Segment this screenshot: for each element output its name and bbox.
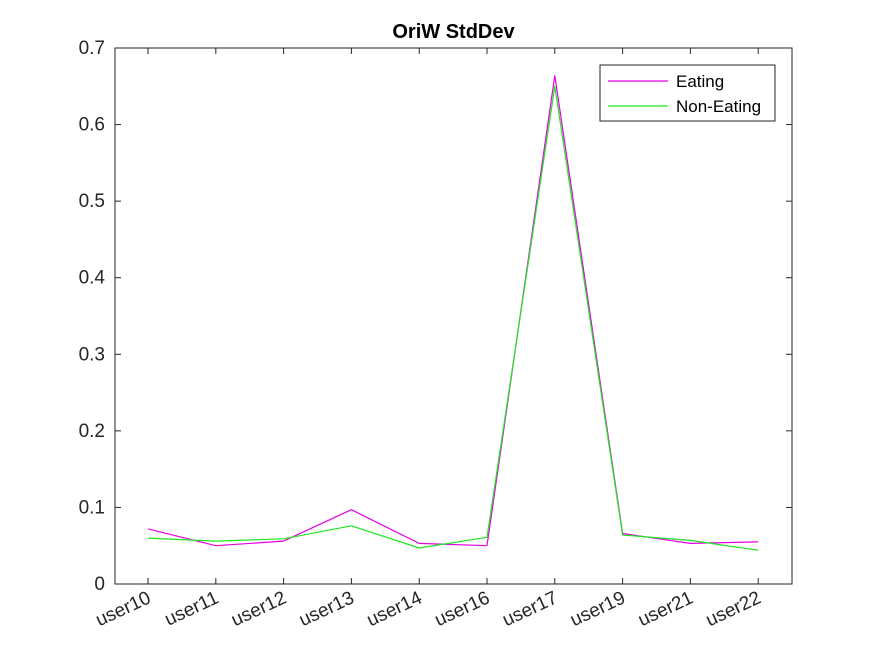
y-tick-label: 0.2 — [79, 421, 105, 442]
y-tick-label: 0.4 — [79, 268, 106, 289]
y-tick-label: 0.6 — [79, 115, 105, 136]
plot-background — [115, 48, 792, 584]
series-line-eating — [147, 74, 759, 547]
legend: Eating Non-Eating — [599, 64, 776, 122]
legend-box — [599, 64, 776, 122]
series-layer — [147, 74, 759, 551]
y-tick-label: 0 — [94, 574, 105, 595]
y-tick-label: 0.5 — [79, 191, 105, 212]
axes-box — [114, 47, 793, 585]
legend-label-eating: Eating — [676, 72, 724, 91]
series-line-non-eating — [147, 85, 759, 551]
y-tick-label: 0.1 — [79, 497, 105, 518]
y-tick-label: 0.7 — [79, 38, 105, 59]
plot-area — [115, 48, 792, 584]
legend-label-non-eating: Non-Eating — [676, 97, 761, 116]
chart-title: OriW StdDev — [392, 21, 515, 43]
y-tick-label: 0.3 — [79, 344, 105, 365]
